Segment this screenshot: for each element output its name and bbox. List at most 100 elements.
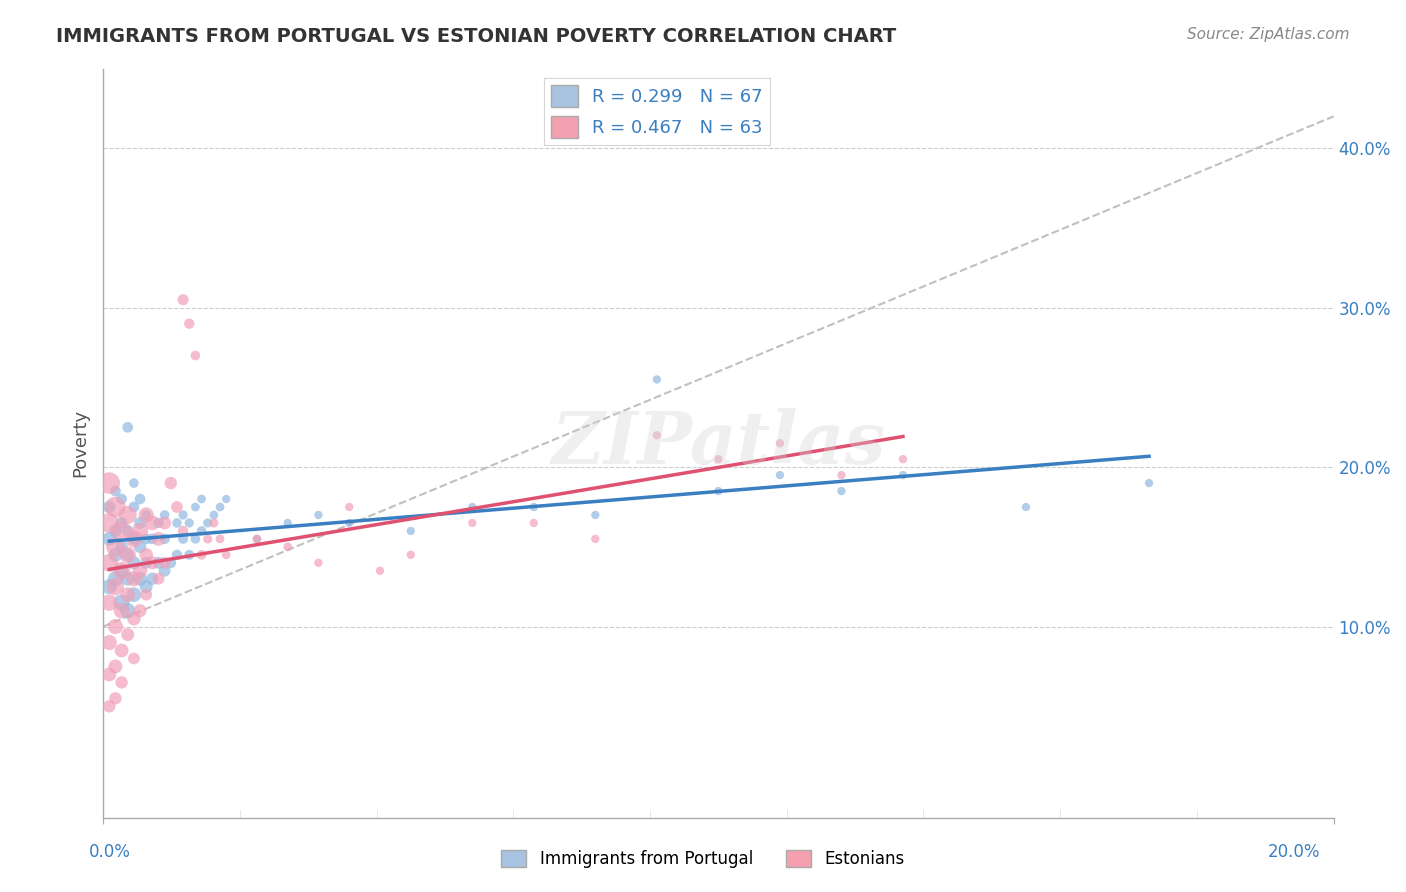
Point — [277, 540, 299, 554]
Point — [110, 524, 132, 538]
Point — [523, 516, 546, 530]
Point — [98, 596, 121, 610]
Point — [645, 372, 668, 386]
Point — [122, 612, 145, 626]
Point — [98, 476, 121, 491]
Y-axis label: Poverty: Poverty — [72, 409, 89, 477]
Point — [122, 651, 145, 665]
Point — [337, 500, 360, 514]
Point — [117, 627, 139, 641]
Point — [461, 500, 484, 514]
Point — [891, 452, 914, 467]
Point — [135, 508, 157, 522]
Point — [153, 532, 176, 546]
Point — [98, 500, 121, 514]
Point — [122, 500, 145, 514]
Point — [117, 604, 139, 618]
Legend: Immigrants from Portugal, Estonians: Immigrants from Portugal, Estonians — [495, 843, 911, 875]
Point — [148, 556, 170, 570]
Point — [98, 635, 121, 649]
Point — [179, 548, 201, 562]
Point — [117, 524, 139, 538]
Point — [184, 500, 207, 514]
Point — [184, 349, 207, 363]
Text: 20.0%: 20.0% — [1267, 843, 1320, 861]
Point — [399, 548, 422, 562]
Point — [129, 524, 152, 538]
Point — [110, 491, 132, 506]
Point — [129, 572, 152, 586]
Point — [172, 293, 194, 307]
Point — [110, 596, 132, 610]
Point — [368, 564, 391, 578]
Point — [98, 532, 121, 546]
Point — [104, 484, 127, 499]
Point — [104, 572, 127, 586]
Point — [337, 516, 360, 530]
Point — [135, 508, 157, 522]
Point — [153, 508, 176, 522]
Text: Source: ZipAtlas.com: Source: ZipAtlas.com — [1187, 27, 1350, 42]
Point — [769, 436, 792, 450]
Point — [215, 491, 238, 506]
Point — [110, 516, 132, 530]
Point — [208, 532, 231, 546]
Text: ZIPatlas: ZIPatlas — [551, 408, 886, 479]
Point — [135, 532, 157, 546]
Point — [148, 532, 170, 546]
Point — [122, 532, 145, 546]
Point — [179, 516, 201, 530]
Point — [117, 588, 139, 602]
Point — [117, 420, 139, 434]
Point — [153, 564, 176, 578]
Point — [141, 556, 163, 570]
Point — [104, 659, 127, 673]
Point — [104, 580, 127, 594]
Point — [141, 532, 163, 546]
Legend: R = 0.299   N = 67, R = 0.467   N = 63: R = 0.299 N = 67, R = 0.467 N = 63 — [544, 78, 770, 145]
Point — [179, 317, 201, 331]
Point — [110, 564, 132, 578]
Point — [190, 491, 212, 506]
Point — [129, 564, 152, 578]
Point — [104, 500, 127, 514]
Point — [891, 468, 914, 483]
Point — [190, 524, 212, 538]
Point — [122, 532, 145, 546]
Point — [104, 524, 127, 538]
Point — [202, 516, 225, 530]
Point — [110, 564, 132, 578]
Point — [104, 540, 127, 554]
Point — [159, 476, 181, 491]
Point — [202, 508, 225, 522]
Point — [98, 556, 121, 570]
Point — [246, 532, 269, 546]
Point — [122, 476, 145, 491]
Point — [117, 508, 139, 522]
Point — [98, 667, 121, 681]
Point — [583, 532, 606, 546]
Point — [110, 604, 132, 618]
Point — [135, 588, 157, 602]
Point — [104, 691, 127, 706]
Point — [583, 508, 606, 522]
Point — [110, 540, 132, 554]
Point — [129, 604, 152, 618]
Point — [129, 540, 152, 554]
Point — [141, 572, 163, 586]
Point — [98, 699, 121, 714]
Point — [135, 556, 157, 570]
Point — [830, 484, 852, 499]
Point — [129, 516, 152, 530]
Point — [707, 452, 730, 467]
Point — [104, 619, 127, 633]
Point — [104, 548, 127, 562]
Point — [122, 556, 145, 570]
Point — [153, 556, 176, 570]
Point — [830, 468, 852, 483]
Point — [172, 532, 194, 546]
Point — [1015, 500, 1038, 514]
Point — [166, 516, 188, 530]
Point — [98, 580, 121, 594]
Point — [110, 643, 132, 657]
